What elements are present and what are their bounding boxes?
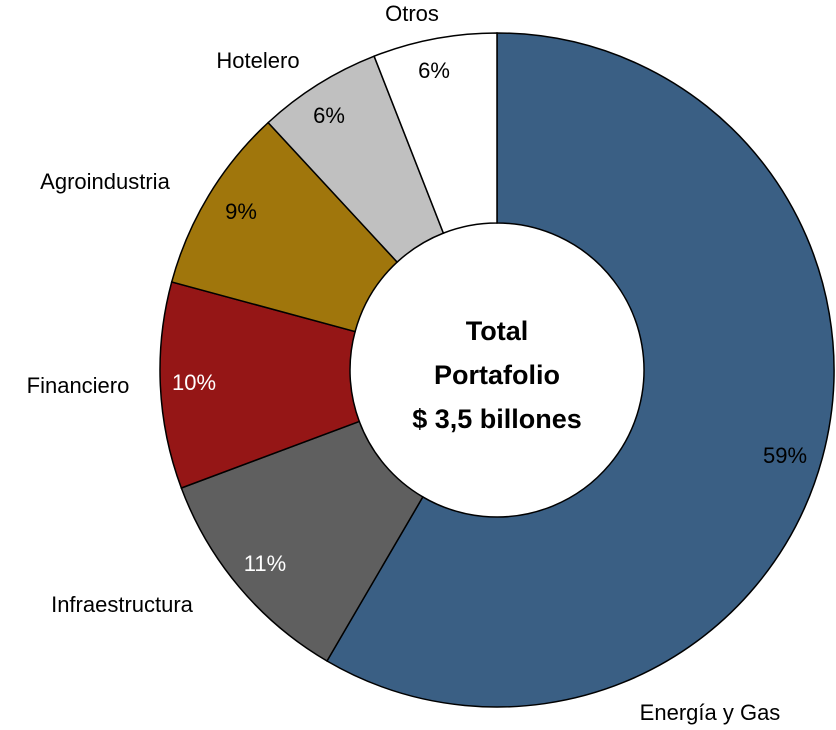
category-label: Hotelero (216, 48, 299, 73)
value-label: 10% (172, 370, 216, 395)
slice (373, 32, 498, 235)
value-label: 6% (418, 58, 450, 83)
category-label: Infraestructura (51, 592, 194, 617)
slice (180, 420, 424, 662)
category-label: Agroindustria (40, 169, 170, 194)
slice (325, 32, 835, 708)
slices (159, 32, 835, 708)
category-label: Energía y Gas (640, 700, 781, 725)
value-label: 59% (763, 443, 807, 468)
center-text: Total (466, 316, 529, 346)
value-label: 11% (244, 551, 286, 576)
category-label: Otros (385, 1, 439, 26)
center-text: $ 3,5 billones (412, 404, 582, 434)
value-label: 9% (225, 199, 257, 224)
center-text: Portafolio (434, 360, 560, 390)
category-label: Financiero (27, 373, 130, 398)
value-label: 6% (313, 103, 345, 128)
